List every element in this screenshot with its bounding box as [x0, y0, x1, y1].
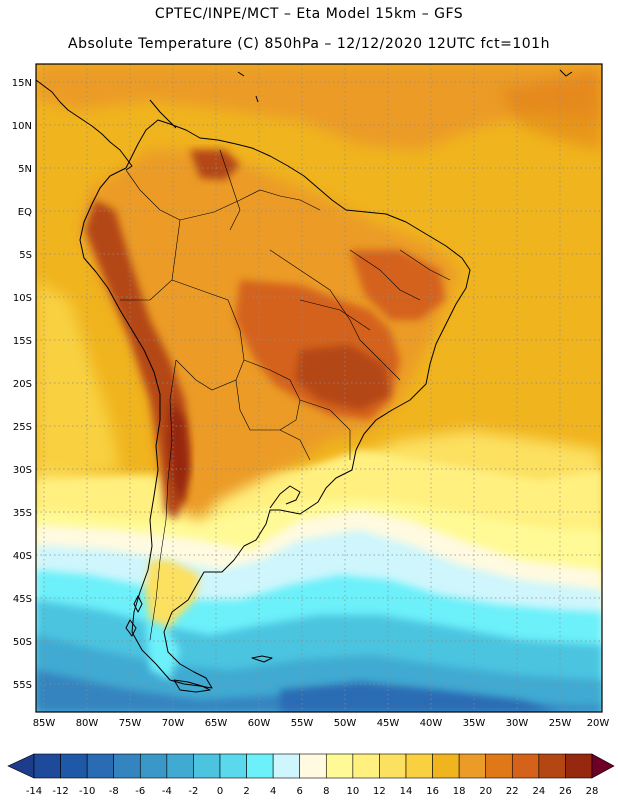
colorbar-tick-label: 28 — [586, 786, 599, 797]
lat-tick-label: 45S — [13, 594, 32, 605]
colorbar-swatch — [511, 753, 540, 779]
colorbar-swatch — [193, 753, 221, 779]
colorbar-swatch — [60, 753, 88, 779]
colorbar-tick-label: 12 — [373, 786, 386, 797]
lat-lon-grid — [36, 64, 602, 712]
lat-tick-label: 50S — [13, 637, 32, 648]
temperature-field — [36, 64, 602, 712]
colorbar-tick-label: 26 — [559, 786, 572, 797]
colorbar-tick-label: 14 — [400, 786, 413, 797]
lat-tick-label: 25S — [13, 422, 32, 433]
colorbar-tick-label: 22 — [506, 786, 519, 797]
colorbar-swatch — [299, 753, 327, 779]
lat-tick-label: 15N — [12, 78, 32, 89]
lat-tick-label: 10N — [12, 121, 32, 132]
lat-tick-label: 5S — [19, 250, 32, 261]
colorbar-tick-label: -6 — [135, 786, 145, 797]
lon-tick-label: 40W — [420, 718, 443, 729]
colorbar-swatch — [86, 753, 115, 779]
lon-tick-label: 80W — [76, 718, 99, 729]
lon-tick-label: 70W — [162, 718, 185, 729]
lon-tick-label: 45W — [377, 718, 400, 729]
colorbar-tick-label: -12 — [52, 786, 68, 797]
colorbar-swatch — [352, 753, 380, 779]
colorbar-swatch — [485, 753, 513, 779]
lon-tick-label: 30W — [506, 718, 529, 729]
colorbar-swatch — [325, 753, 354, 779]
colorbar-tick-label: -10 — [79, 786, 95, 797]
colorbar-tick-label: -8 — [109, 786, 119, 797]
colorbar-swatch-min — [7, 753, 35, 779]
colorbar-swatch — [458, 753, 487, 779]
lon-tick-label: 25W — [549, 718, 572, 729]
colorbar-tick-label: 20 — [479, 786, 492, 797]
colorbar-swatch-max — [591, 753, 615, 779]
colorbar-swatches — [7, 753, 615, 779]
lon-tick-label: 75W — [119, 718, 142, 729]
colorbar-swatch — [33, 753, 61, 779]
lon-tick-label: 35W — [463, 718, 486, 729]
colorbar-tick-label: -14 — [26, 786, 42, 797]
lat-tick-label: 10S — [13, 293, 32, 304]
colorbar-tick-label: 10 — [346, 786, 359, 797]
lat-tick-label: 5N — [18, 164, 32, 175]
political-borders — [120, 149, 451, 641]
lon-tick-label: 60W — [248, 718, 271, 729]
colorbar-tick-label: 24 — [532, 786, 545, 797]
lon-tick-label: 20W — [587, 718, 610, 729]
lon-tick-label: 65W — [205, 718, 228, 729]
colorbar-swatch — [379, 753, 407, 779]
colorbar-tick-label: 8 — [323, 786, 329, 797]
colorbar-labels: -14 -12 -10 -8 -6 -4 -2 0 2 4 6 8 10 12 14 16 18 20 22 24 26… — [26, 786, 599, 797]
colorbar-swatch — [565, 753, 593, 779]
colorbar-swatch — [113, 753, 141, 779]
lat-tick-label: 40S — [13, 551, 32, 562]
colorbar-swatch — [538, 753, 566, 779]
lat-tick-label: 30S — [13, 465, 32, 476]
lon-tick-label: 50W — [334, 718, 357, 729]
lat-tick-label: EQ — [18, 207, 32, 218]
colorbar-swatch — [405, 753, 433, 779]
colorbar-tick-label: -2 — [188, 786, 198, 797]
colorbar-tick-label: -4 — [162, 786, 172, 797]
colorbar-tick-label: 16 — [426, 786, 439, 797]
lat-tick-label: 20S — [13, 379, 32, 390]
lat-tick-label: 35S — [13, 508, 32, 519]
colorbar-swatch — [246, 753, 274, 779]
coastlines — [36, 69, 573, 693]
colorbar-tick-label: 2 — [243, 786, 249, 797]
lat-tick-label: 55S — [13, 680, 32, 691]
chart-title-line-1: CPTEC/INPE/MCT – Eta Model 15km – GFS — [154, 6, 464, 22]
longitude-axis: 85W 80W 75W 70W 65W 60W 55W 50W 45W 40W … — [33, 718, 610, 729]
colorbar-swatch — [272, 753, 301, 779]
lon-tick-label: 55W — [291, 718, 314, 729]
colorbar-tick-label: 18 — [453, 786, 466, 797]
colorbar-tick-label: 0 — [217, 786, 223, 797]
colorbar-tick-label: 4 — [270, 786, 276, 797]
map-frame — [35, 63, 603, 713]
colorbar-tick-label: 6 — [297, 786, 303, 797]
colorbar: -14 -12 -10 -8 -6 -4 -2 0 2 4 6 8 10 12 14 16 18 20 22 24 26… — [7, 753, 615, 797]
colorbar-swatch — [219, 753, 247, 779]
chart-title-line-2: Absolute Temperature (C) 850hPa – 12/12/… — [68, 36, 550, 52]
colorbar-swatch — [432, 753, 460, 779]
colorbar-swatch — [139, 753, 168, 779]
lon-tick-label: 85W — [33, 718, 56, 729]
lat-tick-label: 15S — [13, 336, 32, 347]
latitude-axis: 15N 10N 5N EQ 5S 10S 15S 20S 25S 30S 35S… — [12, 78, 32, 691]
colorbar-swatch — [166, 753, 194, 779]
